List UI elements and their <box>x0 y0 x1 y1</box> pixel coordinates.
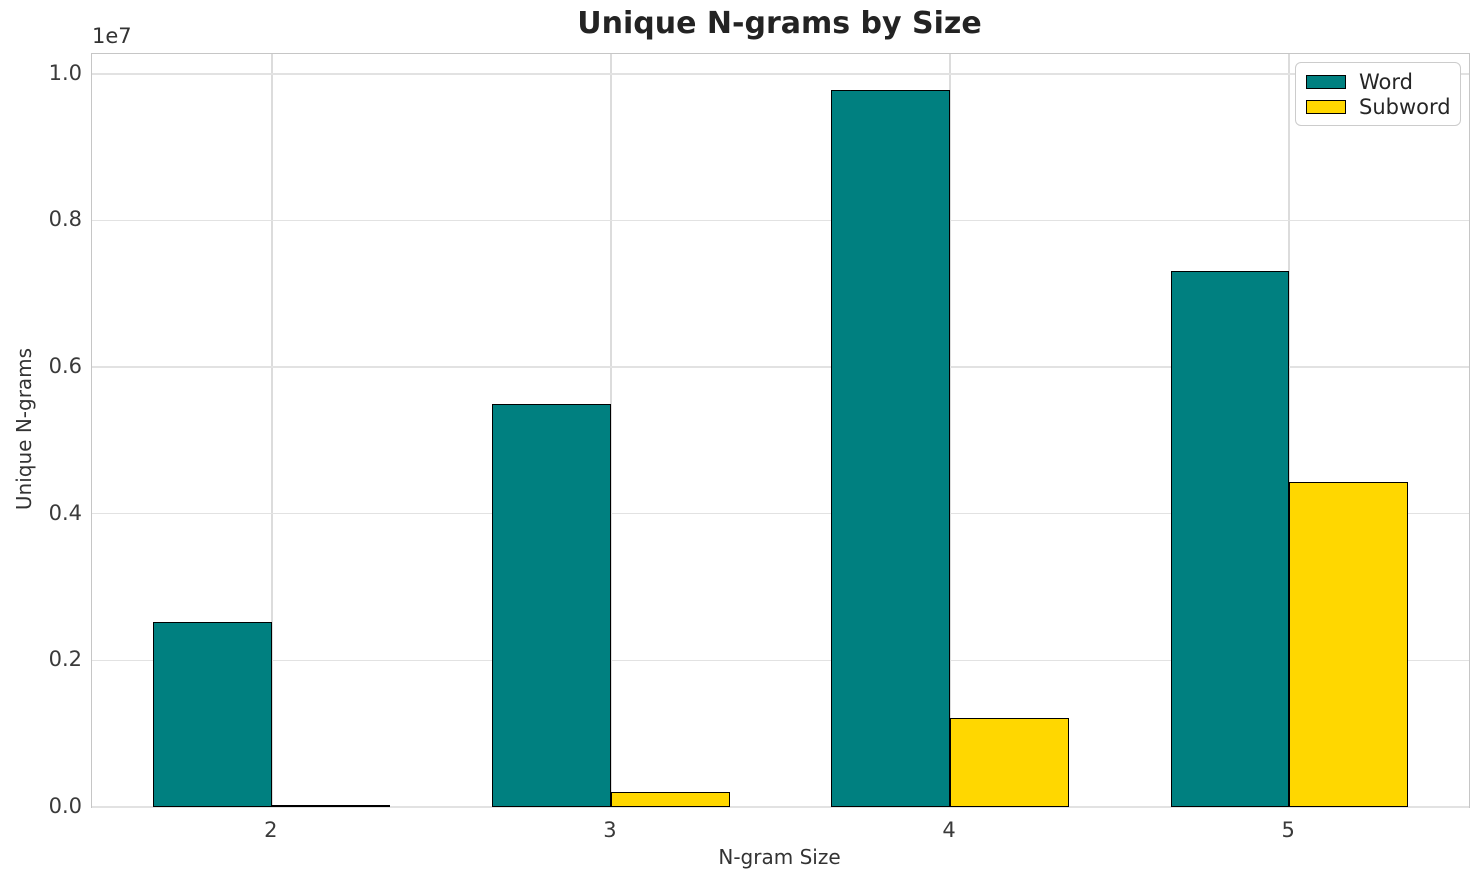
legend-swatch-word <box>1306 74 1346 89</box>
legend-label: Word <box>1359 69 1413 94</box>
vertical-gridline <box>1288 54 1290 807</box>
x-tick-label: 5 <box>1281 818 1295 842</box>
y-tick-label: 0.2 <box>48 647 82 672</box>
vertical-gridline <box>610 54 612 807</box>
horizontal-gridline <box>92 659 1469 662</box>
plot-area <box>91 53 1470 808</box>
y-tick-label: 0.6 <box>48 354 82 379</box>
chart-title: Unique N-grams by Size <box>577 6 982 41</box>
vertical-gridline <box>949 54 951 807</box>
vertical-gridline <box>271 54 273 807</box>
y-tick-label: 0.8 <box>48 207 82 232</box>
horizontal-gridline <box>92 806 1469 808</box>
bar-subword-4 <box>950 717 1069 807</box>
horizontal-gridline <box>92 219 1469 222</box>
legend-label: Subword <box>1359 94 1451 119</box>
bar-subword-2 <box>271 804 391 807</box>
legend-item-word: Word <box>1306 70 1450 94</box>
x-tick-label: 4 <box>942 818 956 842</box>
bar-word-5 <box>1170 271 1290 807</box>
x-axis-label: N-gram Size <box>718 845 841 869</box>
legend-swatch-subword <box>1306 99 1346 114</box>
legend-item-subword: Subword <box>1306 94 1451 119</box>
y-tick-label: 0.4 <box>48 500 82 525</box>
horizontal-gridline <box>92 366 1469 368</box>
bar-subword-5 <box>1289 482 1408 807</box>
bar-word-2 <box>153 621 272 807</box>
bar-subword-3 <box>610 792 730 807</box>
x-tick-label: 2 <box>264 818 278 842</box>
legend: Word Subword <box>1295 62 1461 126</box>
x-tick-label: 3 <box>603 818 617 842</box>
bar-word-3 <box>492 403 611 807</box>
horizontal-gridline <box>92 512 1469 515</box>
y-tick-label: 0.0 <box>48 794 82 818</box>
y-tick-label: 1.0 <box>48 60 82 85</box>
bar-word-4 <box>831 89 951 807</box>
horizontal-gridline <box>92 73 1469 75</box>
axis-offset-text: 1e7 <box>92 24 132 48</box>
